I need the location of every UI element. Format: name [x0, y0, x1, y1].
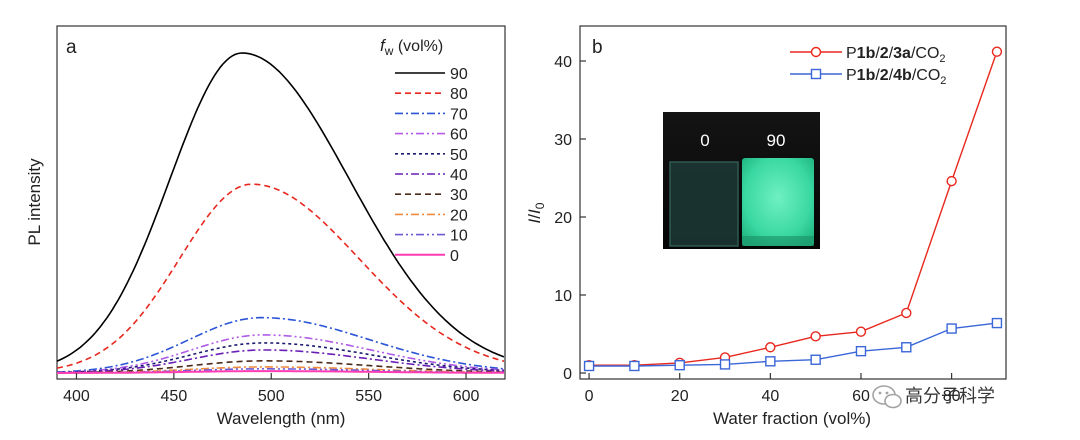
panel-b-y-tick-label: 20: [554, 210, 572, 227]
legend-title-f: f: [380, 36, 387, 55]
legend-a-label-70: 70: [450, 106, 468, 123]
panel-a-label: a: [66, 37, 77, 58]
legend-a-label-60: 60: [450, 127, 468, 144]
data-point: [946, 323, 957, 334]
y-title-sub: 0: [533, 202, 547, 209]
data-point: [810, 354, 821, 365]
legend-a-label-90: 90: [450, 66, 468, 83]
wechat-icon: [872, 385, 902, 409]
curve-fw-60: [56, 334, 505, 374]
data-point: [765, 356, 776, 367]
panel-a-legend: fw (vol%) 90 80 70 60 50 40 30 20 10 0: [380, 36, 468, 265]
curve-fw-90: [56, 52, 505, 362]
panel-b-x-tick-label: 20: [671, 388, 689, 405]
panel-a-legend-title: fw (vol%): [380, 36, 443, 58]
data-point: [991, 317, 1003, 329]
panel-b-x-tick-label: 40: [761, 388, 779, 405]
panel-a-y-axis-title: PL intensity: [25, 158, 44, 246]
panel-b-y-tick-label: 0: [563, 366, 572, 383]
panel-a-x-axis-title: Wavelength (nm): [217, 409, 346, 428]
inset-vial-right: [742, 158, 814, 246]
panel-b: b 0 20 40 60 80 0 10 20 30 40 Water fraction (vol…: [525, 25, 1007, 428]
data-point: [719, 359, 731, 370]
data-point: [583, 360, 595, 372]
legend-a-label-0: 0: [450, 248, 459, 265]
legend-b-marker: [810, 68, 822, 80]
curve-fw-20: [57, 366, 504, 374]
inset-vial-right-base: [742, 236, 814, 246]
panel-b-y-tick-label: 40: [554, 54, 572, 71]
panel-b-y-axis-title: I/I0: [525, 202, 547, 223]
panel-b-frame: [579, 25, 1007, 380]
legend-a-label-80: 80: [450, 86, 468, 103]
data-point: [901, 342, 912, 353]
curve-fw-30: [57, 360, 504, 374]
inset-label-90: 90: [767, 131, 786, 150]
panel-b-y-tick-label: 10: [554, 288, 572, 305]
inset-photo: 0 90: [663, 112, 820, 249]
data-point: [810, 331, 821, 342]
panel-a-x-tick-label: 500: [258, 388, 285, 405]
panel-a-x-tick-label: 400: [63, 388, 90, 405]
inset-label-0: 0: [700, 131, 709, 150]
legend-a-label-20: 20: [450, 207, 468, 224]
data-point: [946, 175, 957, 187]
series-blue: [583, 317, 1003, 372]
watermark-text: 高分子科学: [905, 386, 995, 406]
data-point: [991, 46, 1003, 57]
data-point: [629, 360, 640, 372]
panel-b-label: b: [592, 37, 603, 58]
watermark: 高分子科学: [872, 385, 995, 409]
series-line: [589, 322, 997, 367]
legend-a-label-40: 40: [450, 167, 468, 184]
panel-b-x-tick-label: 80: [943, 388, 961, 405]
panel-a-curves: [56, 52, 505, 374]
curve-fw-80: [56, 183, 505, 369]
panel-b-x-axis-title: Water fraction (vol%): [713, 409, 871, 428]
panel-a-x-tick-label: 450: [161, 388, 188, 405]
panel-a: a 400 450 500 550 600 Wavelength (nm) PL int…: [25, 25, 506, 428]
panel-a-x-tick-label: 550: [355, 388, 382, 405]
panel-a-frame: [56, 25, 506, 380]
data-point: [855, 326, 867, 337]
panel-b-x-tick-label: 0: [585, 388, 594, 405]
data-point: [765, 342, 776, 353]
y-title-sep: /: [525, 214, 544, 219]
legend-a-label-10: 10: [450, 228, 468, 245]
curve-fw-40: [57, 349, 505, 374]
y-title-i: I: [525, 218, 544, 223]
series-line: [589, 51, 998, 366]
curve-fw-0: [57, 370, 504, 374]
y-title-i0: I: [525, 209, 544, 214]
legend-b-label: P1b/2/3a/CO2: [846, 45, 946, 65]
data-point: [674, 360, 685, 371]
inset-vial-left-edge: [669, 161, 739, 247]
legend-title-unit: (vol%): [393, 38, 443, 55]
legend-b-label: P1b/2/4b/CO2: [846, 67, 946, 87]
panel-b-y-tick-label: 30: [554, 132, 572, 149]
legend-b-marker: [810, 46, 822, 58]
panel-b-ticks: 0 20 40 60 80 0 10 20 30 40: [554, 54, 960, 405]
panel-a-x-tick-label: 600: [453, 388, 480, 405]
panel-a-x-ticks: 400 450 500 550 600: [63, 373, 479, 405]
data-point: [901, 307, 912, 319]
curve-fw-50: [56, 342, 505, 374]
inset-vial-left: [670, 162, 738, 246]
legend-a-label-50: 50: [450, 147, 468, 164]
panel-b-x-tick-label: 60: [852, 388, 870, 405]
data-point: [855, 345, 867, 357]
curve-fw-70: [56, 316, 505, 373]
legend-a-label-30: 30: [450, 187, 468, 204]
panel-b-series: [583, 46, 1003, 372]
legend-title-sub: w: [384, 44, 394, 58]
